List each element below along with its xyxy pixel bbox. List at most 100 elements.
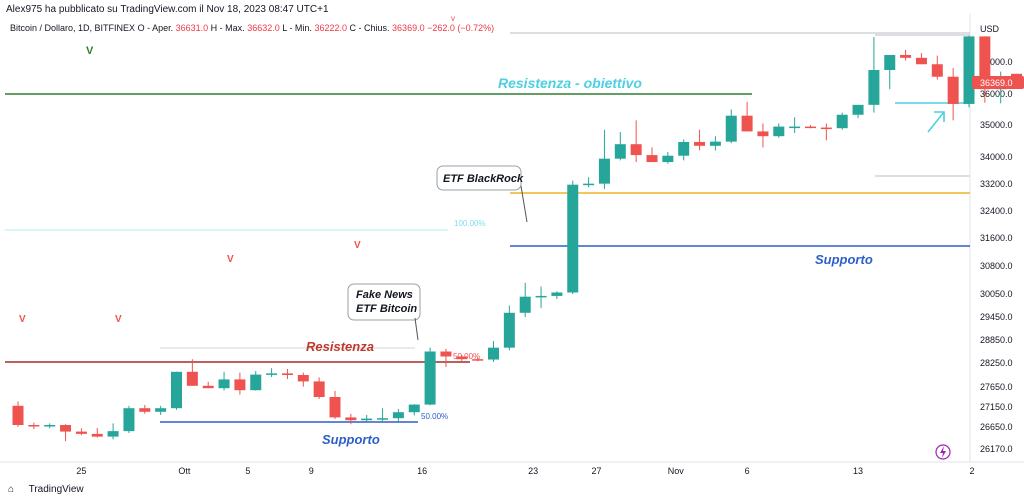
y-tick-label: 28850.0: [980, 335, 1013, 345]
candle-body[interactable]: [250, 374, 262, 391]
candle-body[interactable]: [218, 379, 230, 389]
candle-body[interactable]: [630, 144, 642, 156]
candle-body[interactable]: [488, 347, 499, 360]
x-tick-label: 13: [853, 466, 863, 476]
candle-body[interactable]: [820, 127, 832, 130]
candle-body[interactable]: [805, 126, 816, 129]
candle-body[interactable]: [583, 183, 595, 186]
blackrock-callout[interactable]: [436, 165, 522, 191]
resistance-target-label[interactable]: Resistenza - obiettivo: [498, 75, 642, 91]
low-value: 36222.0: [314, 23, 347, 33]
x-tick-label: 9: [309, 466, 314, 476]
price-axis[interactable]: 37000.0 36000.0 35000.0 34000.0 33200.0 32400…: [980, 57, 1013, 454]
candle-body[interactable]: [313, 381, 325, 397]
candle-body[interactable]: [44, 425, 56, 427]
close-value: 36369.0: [392, 23, 425, 33]
candle-body[interactable]: [947, 76, 959, 104]
fake-news-label: Fake News: [356, 289, 413, 301]
candle-body[interactable]: [709, 141, 721, 146]
candle-body[interactable]: [900, 54, 912, 58]
candle-body[interactable]: [725, 115, 737, 142]
resistance-label[interactable]: Resistenza: [306, 339, 374, 354]
y-tick-label: 30050.0: [980, 289, 1013, 299]
open-label: O - Aper.: [137, 23, 174, 33]
close-label: C - Chius.: [349, 23, 390, 33]
high-value: 36632.0: [247, 23, 280, 33]
candle-body[interactable]: [139, 408, 151, 412]
candle-body[interactable]: [329, 397, 341, 418]
candle-body[interactable]: [757, 131, 769, 137]
tradingview-brand[interactable]: ⌂ TradingView: [8, 484, 84, 495]
candle-body[interactable]: [392, 412, 404, 419]
low-label: L - Min.: [282, 23, 312, 33]
candle-body[interactable]: [440, 351, 452, 357]
blackrock-pointer: [520, 185, 528, 223]
time-axis[interactable]: 25 Ott 5 9 16 23 27 Nov 6 13 2: [76, 466, 974, 476]
candle-body[interactable]: [789, 126, 801, 129]
y-tick-label: 26650.0: [980, 422, 1013, 432]
support-label-left[interactable]: Supporto: [322, 432, 380, 447]
blackrock-label: ETF BlackRock: [443, 173, 524, 185]
candle-body[interactable]: [678, 141, 690, 156]
x-tick-label: Nov: [668, 466, 685, 476]
candle-body[interactable]: [171, 371, 182, 409]
candle-body[interactable]: [155, 408, 167, 412]
candle-body[interactable]: [836, 114, 848, 129]
candle-body[interactable]: [567, 184, 579, 293]
candle-body[interactable]: [266, 373, 278, 375]
candle-body[interactable]: [503, 312, 515, 348]
candle-body[interactable]: [60, 425, 72, 432]
candle-body[interactable]: [186, 371, 198, 386]
candle-body[interactable]: [456, 356, 468, 360]
candle-body[interactable]: [773, 126, 785, 137]
x-tick-label: 6: [745, 466, 750, 476]
x-tick-label: 5: [245, 466, 250, 476]
candle-body[interactable]: [297, 375, 309, 382]
candle-body[interactable]: [202, 385, 214, 389]
y-tick-label: 31600.0: [980, 233, 1013, 243]
y-tick-label: 30800.0: [980, 261, 1013, 271]
candle-body[interactable]: [535, 295, 547, 298]
candle-body[interactable]: [963, 36, 975, 104]
candle-body[interactable]: [979, 36, 991, 90]
x-tick-label: 27: [592, 466, 602, 476]
brand-name: TradingView: [28, 484, 84, 495]
symbol-legend: Bitcoin / Dollaro, 1D, BITFINEX O - Aper…: [10, 23, 494, 33]
candle-body[interactable]: [646, 155, 658, 163]
symbol-name[interactable]: Bitcoin / Dollaro, 1D, BITFINEX: [10, 23, 136, 33]
candle-body[interactable]: [75, 431, 87, 434]
candle-body[interactable]: [345, 417, 357, 421]
candle-body[interactable]: [472, 359, 484, 361]
candle-body[interactable]: [123, 408, 135, 432]
candle-body[interactable]: [424, 351, 436, 405]
candle-body[interactable]: [884, 54, 896, 70]
candle-body[interactable]: [377, 418, 389, 420]
candle-body[interactable]: [408, 404, 420, 413]
fib-50-label-blue: 50.00%: [421, 412, 448, 421]
candle-body[interactable]: [361, 418, 373, 421]
attribution: Alex975 ha pubblicato su TradingView.com…: [6, 4, 329, 15]
candle-body[interactable]: [28, 425, 40, 427]
candle-body[interactable]: [91, 433, 103, 437]
candle-body[interactable]: [741, 115, 753, 132]
candle-body[interactable]: [868, 70, 880, 105]
candle-body[interactable]: [598, 158, 610, 184]
candle-body[interactable]: [12, 405, 24, 425]
fake-news-callout[interactable]: [347, 283, 421, 321]
candle-body[interactable]: [107, 431, 119, 437]
candle-body[interactable]: [551, 292, 563, 296]
candles-group[interactable]: [12, 35, 1023, 442]
candle-body[interactable]: [614, 144, 626, 159]
marker-top: v: [451, 14, 455, 23]
candle-body[interactable]: [281, 373, 293, 375]
candle-body[interactable]: [852, 104, 864, 115]
support-label-right[interactable]: Supporto: [815, 252, 873, 267]
candle-body[interactable]: [519, 296, 531, 313]
candle-body[interactable]: [694, 141, 706, 146]
lightning-icon[interactable]: [935, 444, 951, 460]
candle-body[interactable]: [234, 379, 246, 391]
candle-body[interactable]: [662, 155, 674, 163]
candle-body[interactable]: [915, 57, 927, 65]
candle-body[interactable]: [931, 64, 943, 77]
